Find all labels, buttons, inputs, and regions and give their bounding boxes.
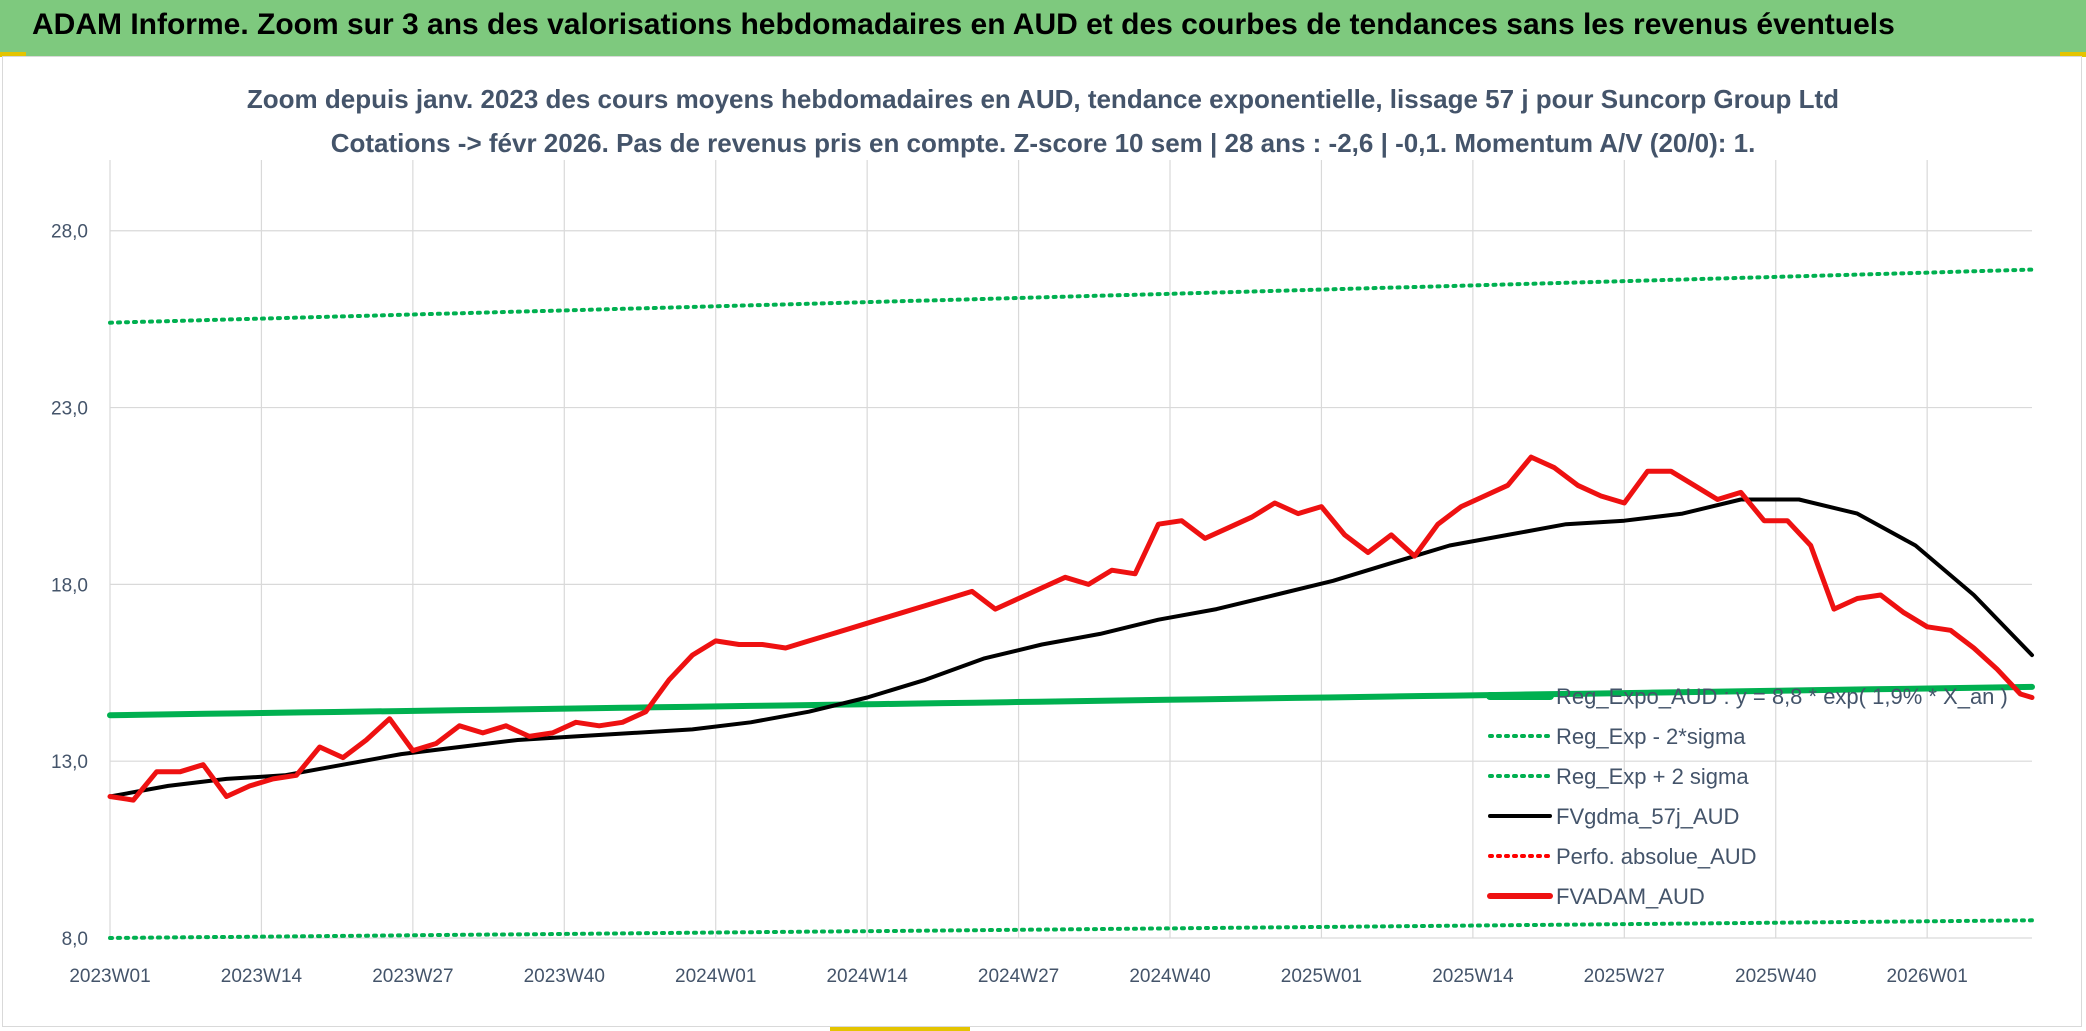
banner-accent-right	[2060, 52, 2086, 57]
x-tick-label: 2024W14	[826, 966, 908, 987]
series-line-0	[107, 683, 2035, 719]
y-tick-label: 23,0	[51, 399, 88, 420]
x-tick-label: 2025W27	[1584, 966, 1665, 987]
y-tick-label: 13,0	[51, 752, 88, 773]
legend-label: Reg_Exp - 2*sigma	[1556, 724, 1746, 749]
banner-accent-left	[0, 52, 26, 57]
x-tick-label: 2024W40	[1129, 966, 1210, 987]
x-tick-label: 2026W01	[1886, 966, 1967, 987]
y-tick-label: 28,0	[51, 222, 88, 243]
legend-label: Reg_Expo_AUD : y = 8,8 * exp( 1,9% * X_a…	[1556, 684, 2008, 709]
chart-title-line-1: Zoom depuis janv. 2023 des cours moyens …	[246, 84, 1840, 114]
legend-label: Reg_Exp + 2 sigma	[1556, 764, 1749, 789]
report-title: ADAM Informe. Zoom sur 3 ans des valoris…	[32, 8, 1895, 41]
legend-label: FVADAM_AUD	[1556, 884, 1705, 909]
chart-title-line-2: Cotations -> févr 2026. Pas de revenus p…	[330, 128, 1756, 158]
legend-label: Perfo. absolue_AUD	[1556, 844, 1757, 869]
report-banner	[0, 0, 2086, 56]
bottom-accent	[830, 1027, 970, 1031]
x-tick-label: 2023W40	[524, 966, 605, 987]
x-tick-label: 2025W40	[1735, 966, 1816, 987]
legend-label: FVgdma_57j_AUD	[1556, 804, 1739, 829]
y-tick-label: 18,0	[51, 575, 88, 596]
x-tick-label: 2024W27	[978, 966, 1059, 987]
series-line-1	[108, 918, 2034, 940]
x-tick-label: 2025W01	[1281, 966, 1362, 987]
x-tick-label: 2025W14	[1432, 966, 1514, 987]
x-tick-label: 2023W01	[69, 966, 150, 987]
series-line-5	[107, 454, 2035, 803]
x-tick-label: 2023W14	[221, 966, 303, 987]
x-tick-label: 2024W01	[675, 966, 756, 987]
y-tick-label: 8,0	[62, 929, 88, 950]
chart-frame	[2, 56, 2082, 1027]
series-line-2	[108, 267, 2034, 325]
x-tick-label: 2023W27	[372, 966, 453, 987]
series-line-3	[108, 497, 2034, 799]
